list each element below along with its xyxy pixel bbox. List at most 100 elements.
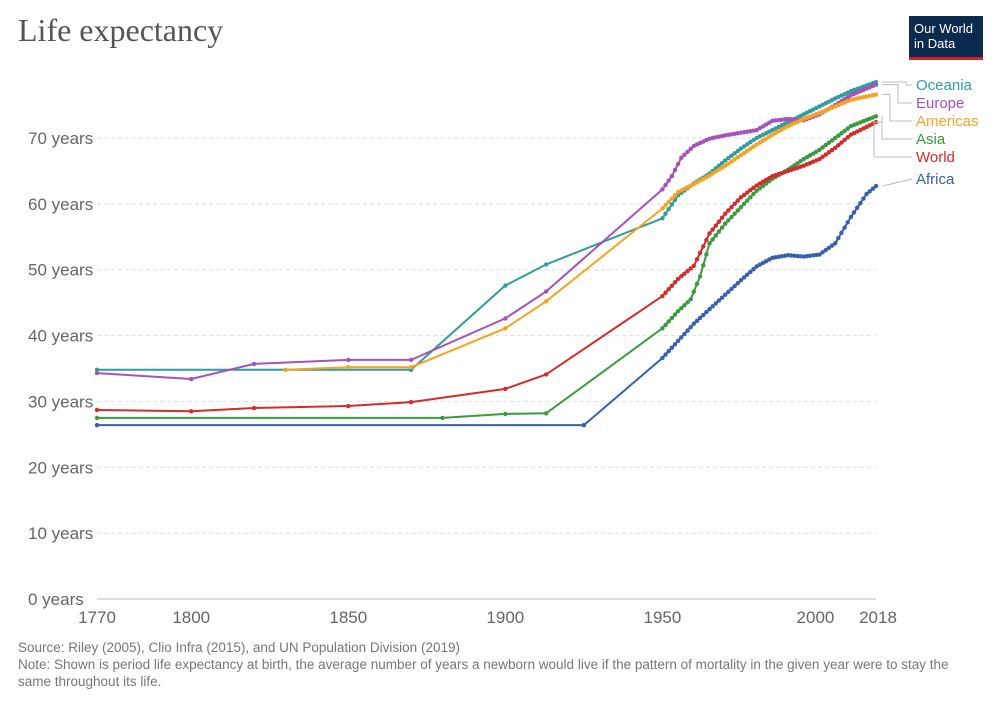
data-point-world [701,244,706,249]
owid-logo[interactable]: Our World in Data [909,16,983,60]
y-tick-label: 30 years [28,392,93,411]
data-point-americas [663,202,668,208]
data-point-world [694,257,700,262]
data-point-world [729,204,734,210]
data-point-africa [820,250,825,255]
data-point-africa [679,335,684,340]
data-point-world [672,280,678,285]
y-tick-label: 0 years [28,590,84,609]
data-point-asia [792,163,797,168]
data-point-asia [836,133,841,138]
data-point-europe [685,149,690,155]
data-point-asia [820,145,825,150]
data-point-africa [741,275,747,280]
data-point-americas [751,144,756,149]
y-tick-label: 70 years [28,129,93,148]
data-point-africa [691,321,697,326]
data-point-world [685,268,690,274]
data-point-africa [826,245,832,251]
series-label-europe: Europe [916,95,964,112]
label-connector [881,116,912,140]
data-point-world [408,399,414,405]
data-point-europe [785,116,791,122]
y-tick-label: 20 years [28,458,93,477]
data-point-europe [663,182,668,188]
data-point-world [738,195,744,200]
data-point-world [726,208,731,213]
data-point-europe [792,117,797,122]
data-point-oceania [723,158,728,163]
data-point-asia [679,306,684,311]
data-point-europe [672,167,678,173]
data-point-asia [707,241,712,246]
data-point-asia [440,415,445,421]
data-point-europe [873,82,879,87]
data-point-world [823,152,828,157]
data-point-africa [94,422,100,428]
data-point-asia [94,415,100,421]
data-point-oceania [719,160,725,166]
data-point-africa [842,225,847,230]
data-point-asia [688,297,693,302]
y-tick-label: 40 years [28,327,93,346]
data-point-africa [858,200,863,206]
data-point-africa [719,295,725,300]
data-point-europe [666,178,671,183]
data-point-americas [710,171,715,176]
series-label-africa: Africa [916,171,955,188]
data-point-oceania [751,137,756,143]
data-point-africa [823,247,828,253]
data-point-asia [701,263,706,268]
data-point-world [679,274,684,279]
data-point-world [845,135,850,140]
data-point-africa [704,309,709,315]
data-point-africa [688,324,693,330]
data-point-americas [672,193,678,198]
data-point-africa [675,338,681,344]
data-point-oceania [729,153,734,158]
data-point-asia [732,211,737,216]
data-point-asia [666,319,671,324]
data-point-americas [741,150,747,156]
data-point-world [691,263,697,268]
data-point-asia [663,322,668,328]
data-point-americas [745,148,750,154]
data-point-africa [851,210,857,215]
data-point-asia [682,303,687,308]
data-point-americas [732,157,737,162]
data-point-europe [682,152,687,157]
data-point-africa [669,345,675,350]
data-point-asia [723,221,728,226]
data-point-asia [748,195,753,200]
data-point-europe [503,316,508,321]
data-point-africa [738,278,744,283]
data-point-asia [757,186,762,191]
x-tick-label: 1950 [643,608,681,627]
data-point-oceania [726,155,731,161]
data-point-world [663,290,668,295]
data-point-world [666,287,671,292]
data-point-world [732,201,737,207]
data-point-oceania [716,163,722,168]
data-point-oceania [663,211,668,216]
label-connector [881,178,913,187]
data-point-africa [581,422,587,428]
data-point-asia [719,225,725,230]
data-point-europe [660,187,665,192]
data-point-world [748,187,753,193]
data-point-africa [861,196,866,201]
data-point-africa [660,355,665,361]
x-tick-label: 1850 [329,608,367,627]
data-point-asia [726,218,731,223]
x-tick-label: 2000 [797,608,835,627]
data-point-europe [688,146,693,152]
data-point-americas [543,299,549,304]
data-point-europe [845,94,850,100]
data-point-oceania [669,202,675,207]
x-tick-label: 2018 [859,608,897,627]
series-label-americas: Americas [916,113,979,130]
source-text: Source: Riley (2005), Clio Infra (2015),… [18,640,460,655]
data-point-africa [663,352,668,357]
data-point-africa [723,292,728,297]
data-point-americas [283,367,288,373]
